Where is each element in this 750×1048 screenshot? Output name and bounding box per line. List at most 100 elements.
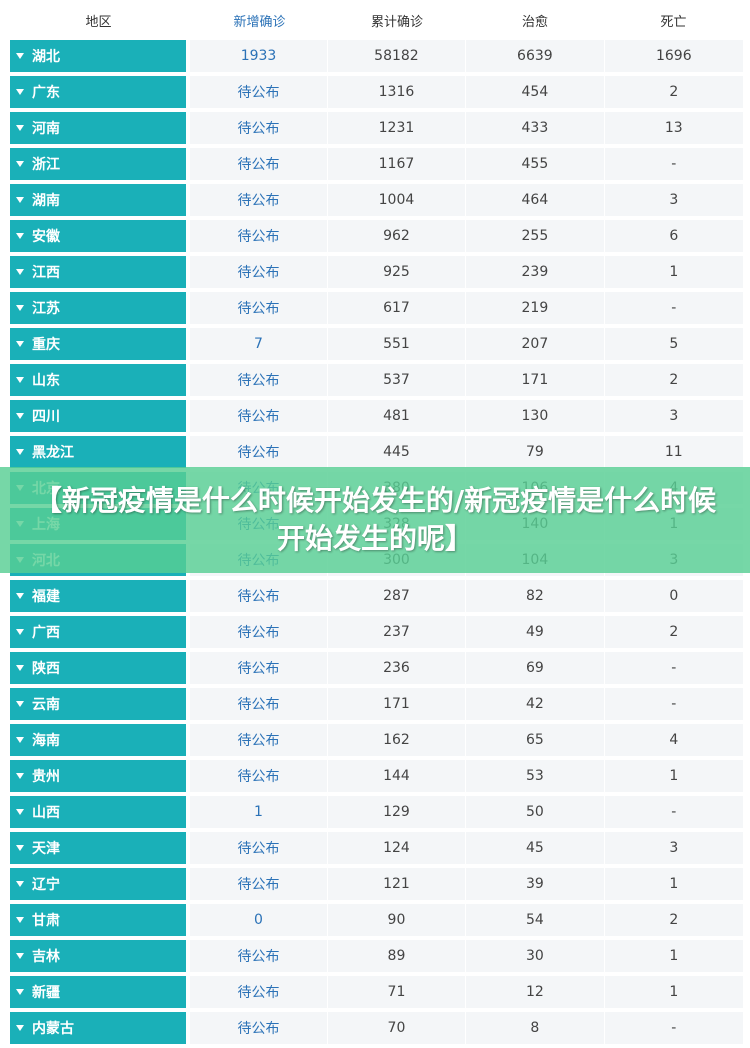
region-toggle[interactable]: 海南 <box>10 724 187 756</box>
deaths-cell: 1 <box>604 256 743 288</box>
region-toggle[interactable]: 广东 <box>10 76 187 108</box>
region-toggle[interactable]: 江苏 <box>10 292 187 324</box>
total-confirmed-cell: 925 <box>327 256 466 288</box>
region-toggle[interactable]: 新疆 <box>10 976 187 1008</box>
total-confirmed-cell: 89 <box>327 940 466 972</box>
expand-triangle-icon <box>16 197 24 203</box>
region-label: 重庆 <box>32 337 60 353</box>
title-banner: 【新冠疫情是什么时候开始发生的/新冠疫情是什么时候开始发生的呢】 <box>0 467 750 573</box>
region-toggle[interactable]: 福建 <box>10 580 187 612</box>
region-label: 新疆 <box>32 985 60 1001</box>
new-confirmed-cell: 待公布 <box>190 292 327 324</box>
new-confirmed-cell: 待公布 <box>190 76 327 108</box>
region-toggle[interactable]: 黑龙江 <box>10 436 187 468</box>
region-toggle[interactable]: 山东 <box>10 364 187 396</box>
header-deaths[interactable]: 死亡 <box>660 14 687 30</box>
table-row: 安徽 待公布 962 255 6 <box>10 220 743 252</box>
new-confirmed-cell: 待公布 <box>190 1012 327 1044</box>
cured-cell: 207 <box>466 328 604 360</box>
new-confirmed-cell: 待公布 <box>190 436 327 468</box>
total-confirmed-cell: 287 <box>327 580 466 612</box>
total-confirmed-cell: 551 <box>327 328 466 360</box>
deaths-cell: - <box>604 1012 743 1044</box>
cured-cell: 239 <box>466 256 604 288</box>
region-toggle[interactable]: 湖北 <box>10 40 187 72</box>
region-toggle[interactable]: 山西 <box>10 796 187 828</box>
header-new-confirmed[interactable]: 新增确诊 <box>233 14 286 30</box>
region-toggle[interactable]: 云南 <box>10 688 187 720</box>
total-confirmed-cell: 481 <box>327 400 466 432</box>
region-toggle[interactable]: 河南 <box>10 112 187 144</box>
cured-cell: 171 <box>466 364 604 396</box>
total-confirmed-cell: 237 <box>327 616 466 648</box>
region-toggle[interactable]: 辽宁 <box>10 868 187 900</box>
region-label: 云南 <box>32 697 60 713</box>
region-toggle[interactable]: 湖南 <box>10 184 187 216</box>
new-confirmed-cell: 待公布 <box>190 832 327 864</box>
region-toggle[interactable]: 吉林 <box>10 940 187 972</box>
table-row: 江西 待公布 925 239 1 <box>10 256 743 288</box>
total-confirmed-cell: 962 <box>327 220 466 252</box>
region-label: 陕西 <box>32 661 60 677</box>
expand-triangle-icon <box>16 125 24 131</box>
table-row: 黑龙江 待公布 445 79 11 <box>10 436 743 468</box>
header-total-confirmed[interactable]: 累计确诊 <box>370 14 423 30</box>
region-toggle[interactable]: 甘肃 <box>10 904 187 936</box>
expand-triangle-icon <box>16 305 24 311</box>
region-toggle[interactable]: 浙江 <box>10 148 187 180</box>
region-toggle[interactable]: 四川 <box>10 400 187 432</box>
new-confirmed-cell: 待公布 <box>190 940 327 972</box>
header-cured[interactable]: 治愈 <box>521 14 548 30</box>
expand-triangle-icon <box>16 953 24 959</box>
deaths-cell: - <box>604 796 743 828</box>
table-row: 贵州 待公布 144 53 1 <box>10 760 743 792</box>
region-toggle[interactable]: 天津 <box>10 832 187 864</box>
region-toggle[interactable]: 陕西 <box>10 652 187 684</box>
region-toggle[interactable]: 安徽 <box>10 220 187 252</box>
new-confirmed-cell: 1933 <box>190 40 327 72</box>
region-toggle[interactable]: 广西 <box>10 616 187 648</box>
table-row: 湖北 1933 58182 6639 1696 <box>10 40 743 72</box>
deaths-cell: 4 <box>604 724 743 756</box>
cured-cell: 8 <box>466 1012 604 1044</box>
new-confirmed-cell: 待公布 <box>190 724 327 756</box>
region-toggle[interactable]: 贵州 <box>10 760 187 792</box>
region-toggle[interactable]: 内蒙古 <box>10 1012 187 1044</box>
region-toggle[interactable]: 重庆 <box>10 328 187 360</box>
new-confirmed-cell: 待公布 <box>190 400 327 432</box>
deaths-cell: - <box>604 688 743 720</box>
total-confirmed-cell: 124 <box>327 832 466 864</box>
expand-triangle-icon <box>16 53 24 59</box>
expand-triangle-icon <box>16 665 24 671</box>
table-header: 地区 新增确诊 累计确诊 治愈 死亡 <box>10 0 743 40</box>
expand-triangle-icon <box>16 701 24 707</box>
region-label: 辽宁 <box>32 877 60 893</box>
expand-triangle-icon <box>16 89 24 95</box>
expand-triangle-icon <box>16 341 24 347</box>
new-confirmed-cell: 待公布 <box>190 868 327 900</box>
deaths-cell: 3 <box>604 832 743 864</box>
cured-cell: 130 <box>466 400 604 432</box>
total-confirmed-cell: 129 <box>327 796 466 828</box>
cured-cell: 454 <box>466 76 604 108</box>
region-label: 山西 <box>32 805 60 821</box>
total-confirmed-cell: 121 <box>327 868 466 900</box>
total-confirmed-cell: 1004 <box>327 184 466 216</box>
cured-cell: 79 <box>466 436 604 468</box>
region-toggle[interactable]: 江西 <box>10 256 187 288</box>
deaths-cell: 1696 <box>604 40 743 72</box>
table-row: 陕西 待公布 236 69- <box>10 652 743 684</box>
expand-triangle-icon <box>16 629 24 635</box>
total-confirmed-cell: 537 <box>327 364 466 396</box>
total-confirmed-cell: 236 <box>327 652 466 684</box>
cured-cell: 6639 <box>466 40 604 72</box>
total-confirmed-cell: 71 <box>327 976 466 1008</box>
new-confirmed-cell: 待公布 <box>190 364 327 396</box>
deaths-cell: 11 <box>604 436 743 468</box>
table-row: 四川 待公布 481 130 3 <box>10 400 743 432</box>
table-row: 重庆 7 551 207 5 <box>10 328 743 360</box>
table-row: 海南 待公布 162 65 4 <box>10 724 743 756</box>
total-confirmed-cell: 58182 <box>327 40 466 72</box>
cured-cell: 464 <box>466 184 604 216</box>
region-label: 广西 <box>32 625 60 641</box>
